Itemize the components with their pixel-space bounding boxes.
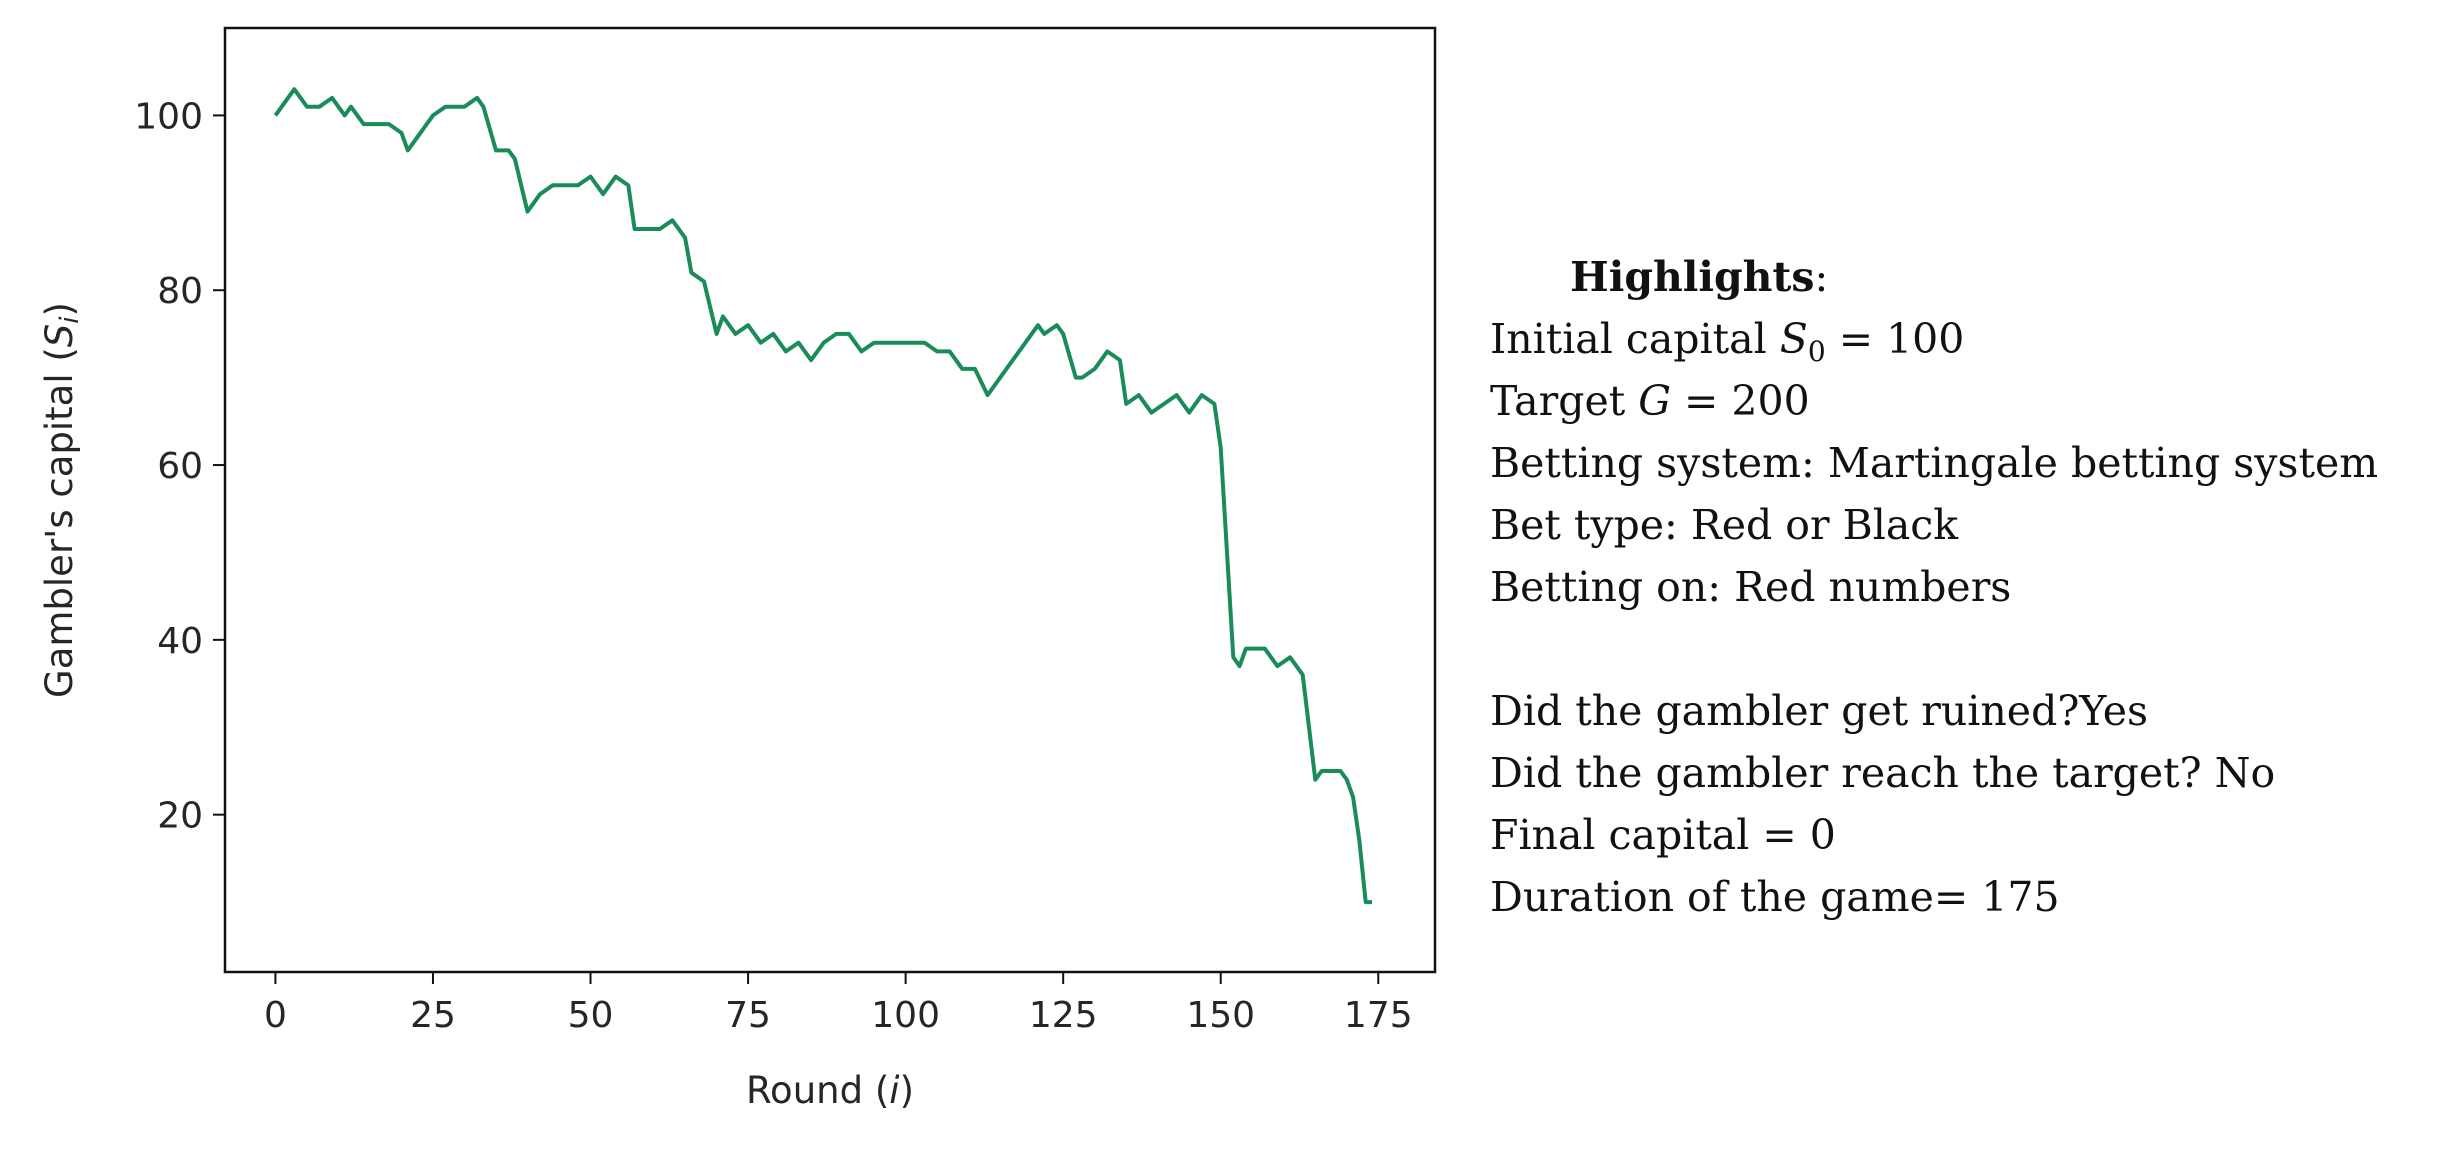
betting-system-line: Betting system: Martingale betting syste… xyxy=(1490,439,2379,487)
y-tick-label: 60 xyxy=(157,446,203,487)
betting-on-line: Betting on: Red numbers xyxy=(1490,563,2012,611)
x-tick-label: 150 xyxy=(1186,995,1255,1036)
x-tick-label: 175 xyxy=(1344,995,1413,1036)
y-tick-label: 80 xyxy=(157,271,203,312)
ruined-line: Did the gambler get ruined?Yes xyxy=(1490,687,2149,735)
y-tick-label: 100 xyxy=(134,96,203,137)
x-axis-title: Round (i) xyxy=(746,1069,914,1112)
y-axis-title: Gambler's capital (Si) xyxy=(38,302,85,698)
x-tick-label: 50 xyxy=(568,995,614,1036)
target-reached-line: Did the gambler reach the target? No xyxy=(1490,749,2276,797)
target-line: Target G = 200 xyxy=(1490,377,1810,425)
x-tick-label: 0 xyxy=(264,995,287,1036)
y-tick-label: 40 xyxy=(157,621,203,662)
x-tick-label: 125 xyxy=(1029,995,1098,1036)
duration-line: Duration of the game= 175 xyxy=(1490,873,2060,921)
spacer xyxy=(1490,618,2378,680)
plot-frame xyxy=(223,26,1437,974)
x-tick-label: 75 xyxy=(725,995,771,1036)
final-capital-line: Final capital = 0 xyxy=(1490,811,1836,859)
highlights-title: Highlights: xyxy=(1570,253,1829,301)
y-tick-label: 20 xyxy=(157,796,203,837)
data-points xyxy=(275,89,1372,902)
highlights-panel: Highlights: Initial capital S0 = 100 Tar… xyxy=(1490,246,2378,928)
series-line-capital xyxy=(273,87,1372,905)
axis-ticks: 0 25 50 75 100 125 150 175 20 40 60 80 100 xyxy=(134,96,1412,1036)
bet-type-line: Bet type: Red or Black xyxy=(1490,501,1959,549)
initial-capital-line: Initial capital S0 = 100 xyxy=(1490,315,1965,368)
x-tick-label: 100 xyxy=(871,995,940,1036)
x-tick-label: 25 xyxy=(410,995,456,1036)
